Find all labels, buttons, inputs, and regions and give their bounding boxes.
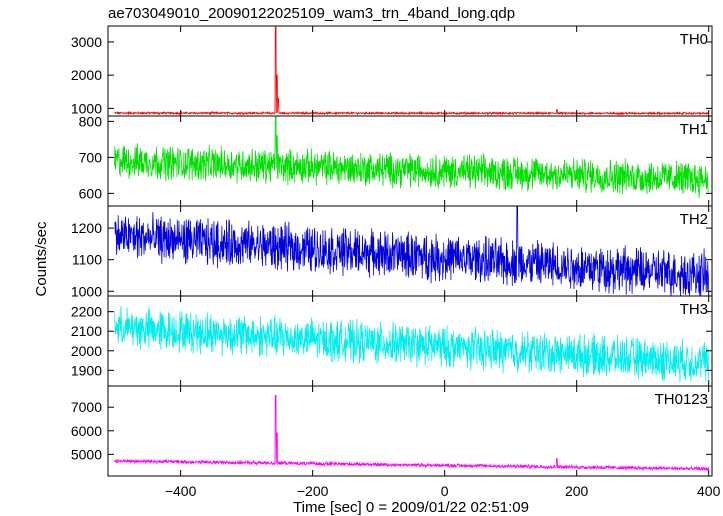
panel-frame-th2	[107, 205, 713, 297]
y-tick-label: 5000	[71, 446, 102, 462]
y-tick-label: 1000	[71, 283, 102, 299]
panel-label-th3: TH3	[680, 301, 708, 318]
series-line-th2	[114, 205, 710, 297]
panel-frame-th0	[107, 25, 713, 117]
series-line-th3	[114, 305, 710, 383]
y-tick-label: 2200	[71, 304, 102, 320]
panel-label-th0123: TH0123	[655, 391, 708, 408]
x-tick-label: 200	[565, 483, 589, 499]
y-tick-label: 2000	[71, 343, 102, 359]
y-tick-label: 700	[79, 149, 103, 165]
panels-group: TH0100020003000TH1600700800TH21000110012…	[71, 25, 721, 499]
series-line-th1	[114, 115, 710, 198]
y-tick-label: 3000	[71, 34, 102, 50]
y-axis-label: Counts/sec	[33, 221, 50, 297]
panel-label-th1: TH1	[680, 121, 708, 138]
x-tick-label: −200	[297, 483, 329, 499]
y-tick-label: 600	[79, 185, 103, 201]
chart-title: ae703049010_20090122025109_wam3_trn_4ban…	[108, 5, 515, 22]
y-tick-label: 1900	[71, 362, 102, 378]
x-tick-label: −400	[165, 483, 197, 499]
y-tick-label: 800	[79, 113, 103, 129]
x-tick-label: 0	[441, 483, 449, 499]
panel-label-th0: TH0	[680, 31, 708, 48]
y-tick-label: 2000	[71, 67, 102, 83]
x-tick-label: 400	[697, 483, 721, 499]
y-tick-label: 7000	[71, 399, 102, 415]
panel-label-th2: TH2	[680, 211, 708, 228]
y-tick-label: 1000	[71, 100, 102, 116]
series-line-th0	[114, 26, 710, 116]
x-axis-label: Time [sec] 0 = 2009/01/22 02:51:09	[293, 499, 529, 516]
y-tick-label: 6000	[71, 423, 102, 439]
series-line-th0123	[114, 395, 710, 472]
y-tick-label: 1100	[72, 252, 102, 268]
y-tick-label: 1200	[71, 220, 102, 236]
y-tick-label: 2100	[71, 323, 102, 339]
